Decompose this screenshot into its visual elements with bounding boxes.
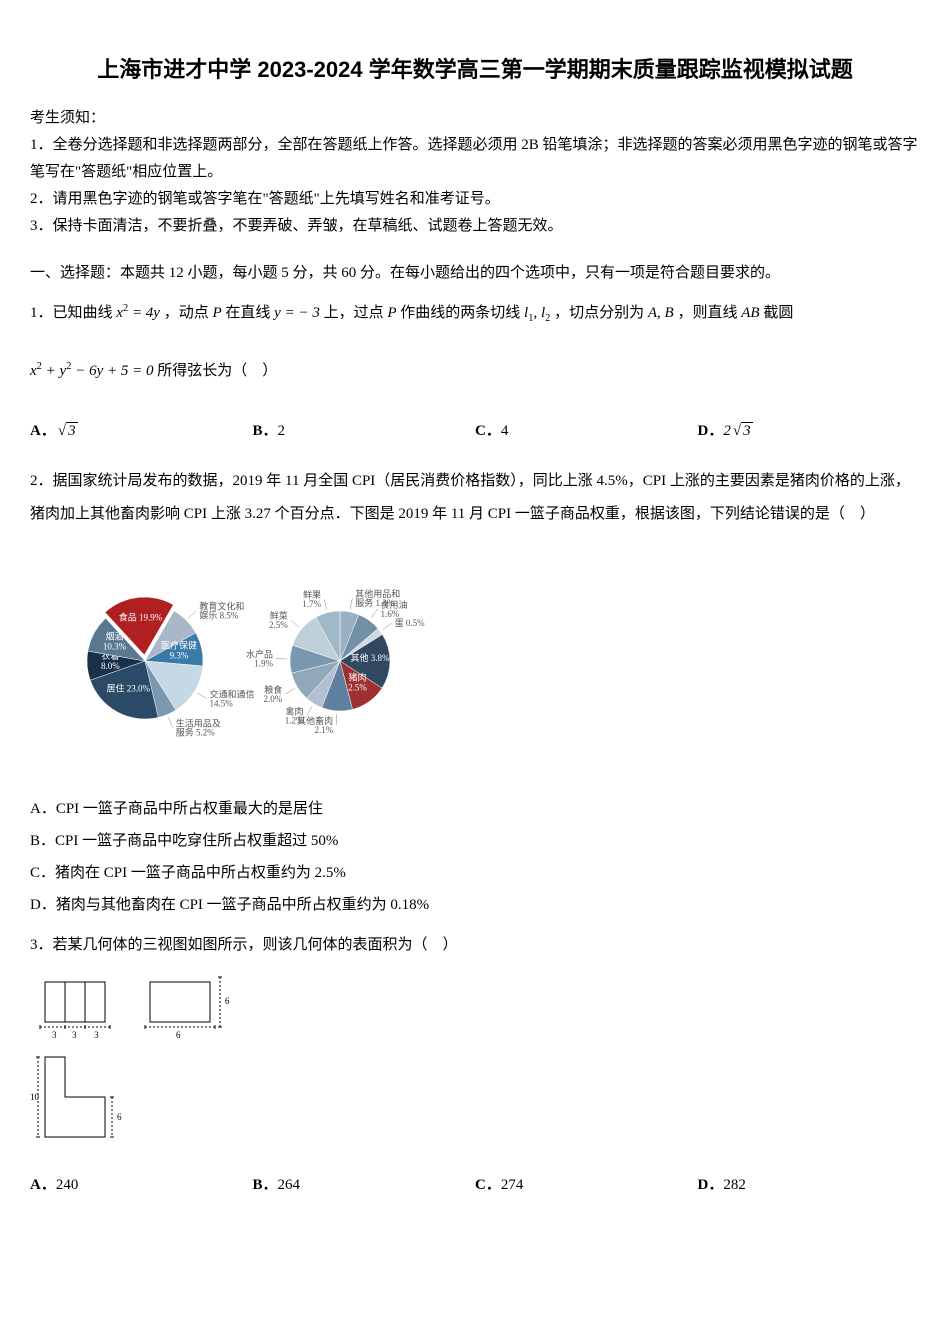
svg-text:1.7%: 1.7% [302, 599, 321, 609]
q2-opt-D: D．猪肉与其他畜肉在 CPI 一篮子商品中所占权重约为 0.18% [30, 892, 920, 919]
dim-6a: 6 [176, 1030, 181, 1040]
q1-mid7: 截圆 [763, 305, 793, 321]
q3-opt-B: B．264 [253, 1172, 476, 1199]
notice-item-2: 2．请用黑色字迹的钢笔或答字笔在"答题纸"上先填写姓名和准考证号。 [30, 186, 920, 213]
svg-text:1.2%: 1.2% [285, 715, 304, 725]
svg-text:其他 3.8%: 其他 3.8% [350, 652, 390, 663]
question-1: 1．已知曲线 x2 = 4y ，动点 P 在直线 y = − 3 上，过点 P … [30, 297, 920, 445]
svg-text:10.3%: 10.3% [103, 641, 127, 651]
dim-6b: 6 [225, 996, 230, 1006]
q1-opt-A: A．3 [30, 418, 253, 445]
svg-text:8.0%: 8.0% [101, 661, 120, 671]
q2-opt-B: B．CPI 一篮子商品中吃穿住所占权重超过 50% [30, 828, 920, 855]
dim-3b: 3 [72, 1030, 77, 1040]
question-2: 2．据国家统计局发布的数据，2019 年 11 月全国 CPI（居民消费价格指数… [30, 465, 920, 919]
q1-P: P [212, 305, 221, 321]
notice-head: 考生须知： [30, 105, 920, 132]
svg-text:2.1%: 2.1% [314, 725, 333, 735]
svg-text:医疗保健: 医疗保健 [161, 639, 197, 650]
q2-opt-C: C．猪肉在 CPI 一篮子商品中所占权重约为 2.5% [30, 860, 920, 887]
q3-opt-A: A．240 [30, 1172, 253, 1199]
svg-text:2.0%: 2.0% [263, 694, 282, 704]
svg-text:娱乐 8.5%: 娱乐 8.5% [199, 609, 239, 620]
notice-item-1: 1．全卷分选择题和非选择题两部分，全部在答题纸上作答。选择题必须用 2B 铅笔填… [30, 132, 920, 186]
svg-text:1.9%: 1.9% [254, 658, 273, 668]
q1-mid4: 作曲线的两条切线 [400, 305, 520, 321]
dim-3a: 3 [52, 1030, 57, 1040]
q1-mid1: ，动点 [164, 305, 209, 321]
section-1-head: 一、选择题：本题共 12 小题，每小题 5 分，共 60 分。在每小题给出的四个… [30, 260, 920, 287]
q1-AB: A, B [648, 305, 674, 321]
svg-text:烟酒: 烟酒 [105, 630, 123, 641]
svg-text:居住 23.0%: 居住 23.0% [107, 682, 151, 693]
notice-item-3: 3．保持卡面清洁，不要折叠，不要弄破、弄皱，在草稿纸、试题卷上答题无效。 [30, 213, 920, 240]
q3-opt-D: D．282 [698, 1172, 921, 1199]
svg-text:蛋 0.5%: 蛋 0.5% [395, 618, 426, 628]
page-title: 上海市进才中学 2023-2024 学年数学高三第一学期期末质量跟踪监视模拟试题 [30, 50, 920, 90]
dim-3c: 3 [94, 1030, 99, 1040]
svg-text:猪肉: 猪肉 [349, 671, 367, 682]
q1-opt-B: B．2 [253, 418, 476, 445]
dim-6c: 6 [117, 1112, 122, 1122]
q1-eq1: x2 = 4y [116, 305, 160, 321]
q1-mid5: ，切点分别为 [554, 305, 644, 321]
svg-text:2.5%: 2.5% [269, 620, 288, 630]
q1-eq2: y = − 3 [274, 305, 320, 321]
svg-text:2.5%: 2.5% [348, 682, 367, 692]
question-3: 3．若某几何体的三视图如图所示，则该几何体的表面积为（ ） 3 3 3 [30, 929, 920, 1199]
q3-opt-C: C．274 [475, 1172, 698, 1199]
svg-text:9.3%: 9.3% [170, 650, 189, 660]
q1-eq3: x2 + y2 − 6y + 5 = 0 [30, 363, 153, 379]
svg-text:食品 19.9%: 食品 19.9% [119, 611, 163, 622]
q1-mid3: 上，过点 [324, 305, 384, 321]
notice-block: 考生须知： 1．全卷分选择题和非选择题两部分，全部在答题纸上作答。选择题必须用 … [30, 105, 920, 240]
q1-P2: P [387, 305, 396, 321]
q1-opt-D: D．23 [698, 418, 921, 445]
q2-pie-chart: 教育文化和娱乐 8.5%医疗保健9.3%交通和通信14.5%生活用品及服务 5.… [50, 546, 430, 776]
q1-tail: 所得弦长为（ ） [157, 363, 277, 379]
q3-text: 3．若某几何体的三视图如图所示，则该几何体的表面积为（ ） [30, 929, 920, 962]
dim-10: 10 [30, 1092, 40, 1102]
svg-text:服务 5.2%: 服务 5.2% [176, 726, 216, 737]
q1-opt-C: C．4 [475, 418, 698, 445]
q1-text-pre: 1．已知曲线 [30, 305, 113, 321]
svg-text:14.5%: 14.5% [209, 698, 233, 708]
q3-three-views: 3 3 3 6 6 [30, 972, 920, 1162]
q1-ABline: AB [741, 305, 759, 321]
q1-mid6: ，则直线 [677, 305, 737, 321]
q1-l12: l1, l2 [524, 305, 550, 321]
q1-mid2: 在直线 [225, 305, 270, 321]
q2-opt-A: A．CPI 一篮子商品中所占权重最大的是居住 [30, 796, 920, 823]
q2-text: 2．据国家统计局发布的数据，2019 年 11 月全国 CPI（居民消费价格指数… [30, 465, 920, 531]
